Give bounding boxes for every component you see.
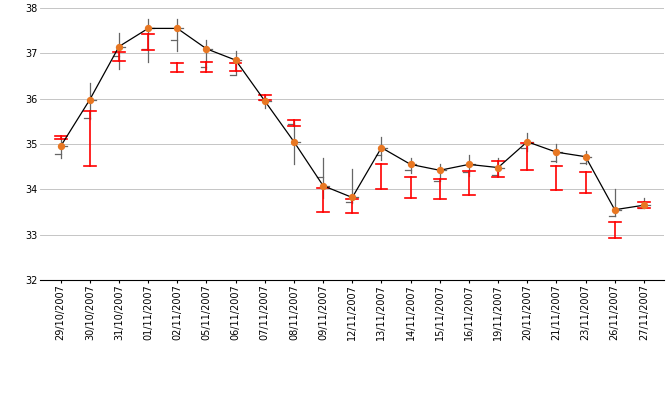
- Point: [493, 164, 503, 171]
- Point: [464, 161, 474, 168]
- Point: [405, 161, 416, 168]
- Point: [551, 149, 562, 155]
- Point: [289, 138, 299, 145]
- Point: [522, 138, 533, 145]
- Point: [55, 143, 66, 150]
- Point: [143, 25, 154, 32]
- Point: [347, 194, 358, 201]
- Point: [639, 202, 650, 208]
- Point: [609, 206, 620, 213]
- Point: [172, 25, 183, 32]
- Point: [201, 46, 212, 52]
- Point: [85, 96, 95, 103]
- Point: [260, 98, 270, 104]
- Point: [376, 144, 386, 151]
- Point: [113, 43, 124, 50]
- Point: [318, 182, 329, 189]
- Point: [230, 57, 241, 63]
- Point: [580, 154, 591, 160]
- Point: [434, 167, 445, 174]
